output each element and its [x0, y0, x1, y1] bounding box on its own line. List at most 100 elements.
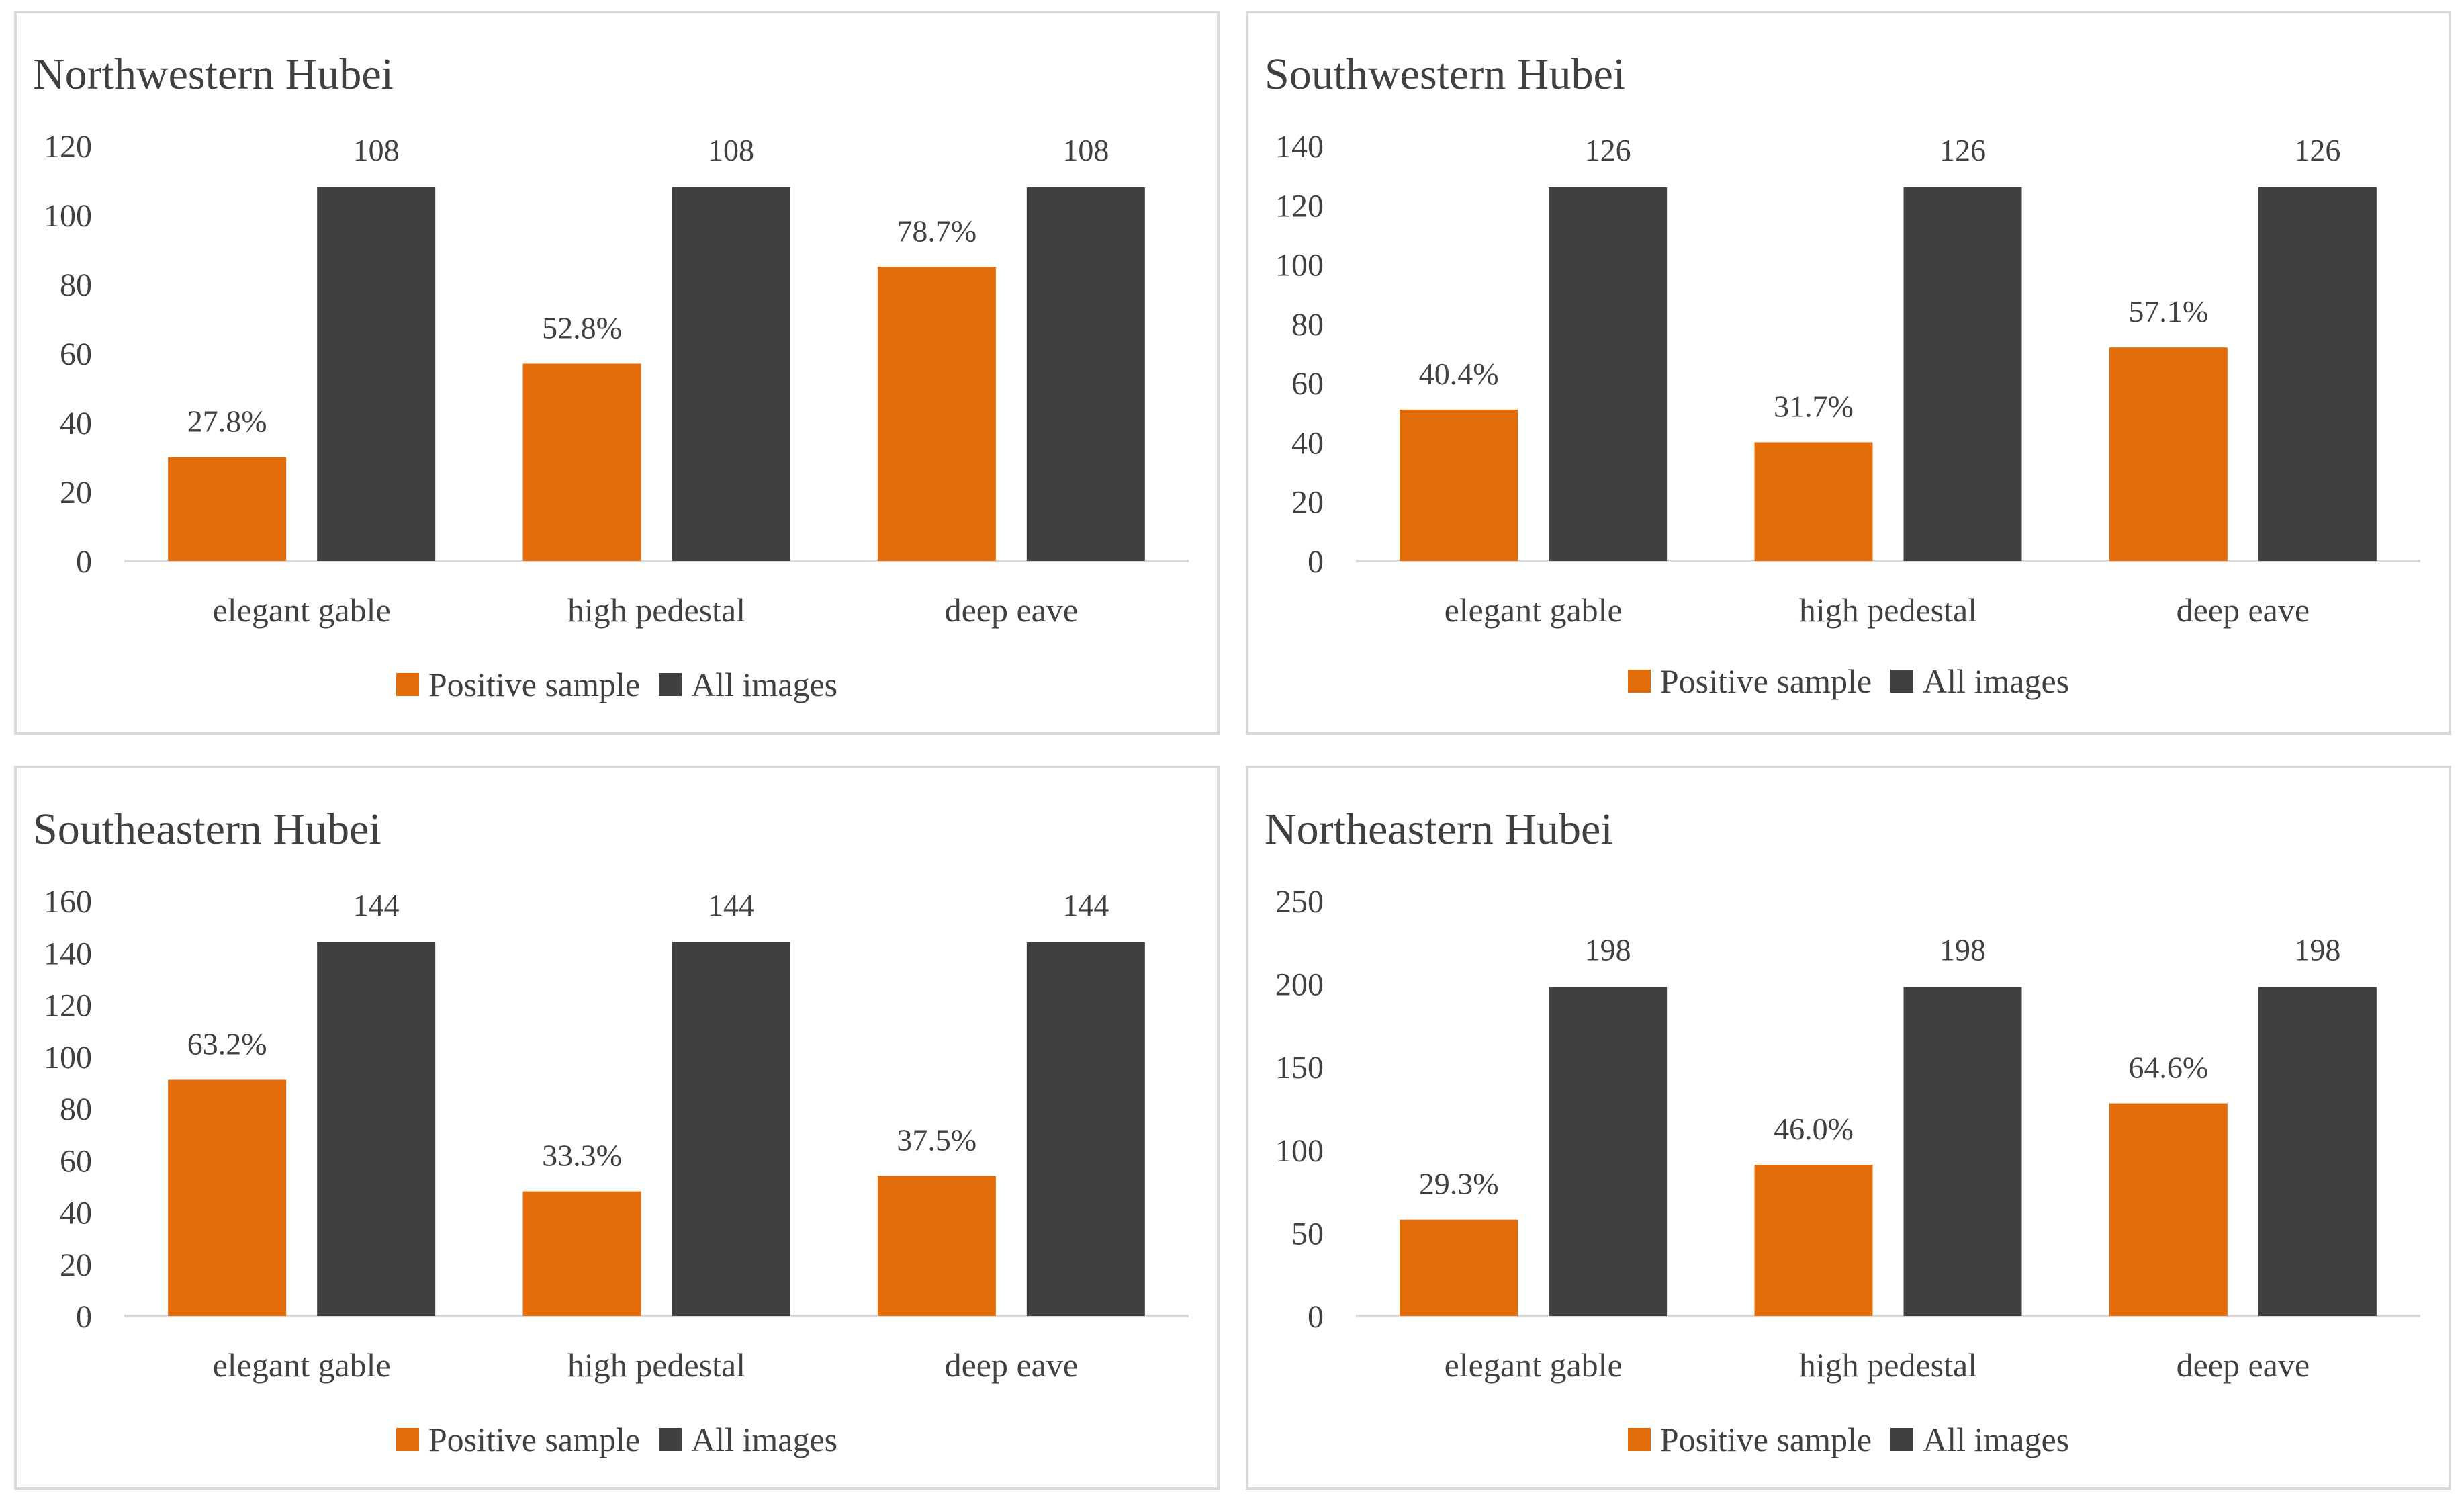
data-label-all: 144 — [708, 888, 754, 922]
bar-all-images — [672, 187, 790, 561]
data-label-all: 198 — [2294, 933, 2340, 967]
legend-label-positive: Positive sample — [428, 1421, 641, 1458]
data-label-positive: 63.2% — [187, 1027, 267, 1061]
bar-all-images — [2258, 987, 2377, 1316]
chart-panel-northeastern: Northeastern Hubei 0 50 100 150 200 250 29.3% 19… — [1246, 766, 2451, 1490]
data-label-positive: 64.6% — [2128, 1051, 2208, 1085]
y-tick-label: 40 — [60, 1196, 92, 1231]
legend-item-positive: Positive sample — [396, 665, 640, 704]
y-tick-label: 200 — [1275, 967, 1324, 1003]
bar-all-images — [1903, 187, 2022, 561]
data-label-positive: 46.0% — [1774, 1112, 1854, 1146]
legend-swatch-all — [1890, 1428, 1914, 1451]
y-tick-label: 120 — [1275, 188, 1324, 224]
y-tick-label: 20 — [60, 475, 92, 511]
data-label-all: 126 — [1585, 133, 1631, 167]
bar-all-images — [1026, 942, 1145, 1316]
x-category-label: deep eave — [2177, 1346, 2310, 1384]
data-label-positive: 33.3% — [542, 1139, 622, 1173]
x-category-label: high pedestal — [1799, 1346, 1977, 1384]
chart-panel-southwestern: Southwestern Hubei 0 20 40 60 80 100 120 140 40.4… — [1246, 11, 2451, 735]
chart-panel-southeastern: Southeastern Hubei 0 20 40 60 80 100 120 140 160 6… — [14, 766, 1220, 1490]
legend: Positive sample All images — [17, 665, 1217, 704]
y-tick-label: 120 — [44, 988, 92, 1024]
legend-label-all: All images — [1923, 662, 2070, 700]
y-tick-label: 100 — [1275, 1133, 1324, 1169]
data-label-positive: 57.1% — [2128, 294, 2208, 328]
chart-title: Northwestern Hubei — [33, 50, 394, 99]
data-label-positive: 29.3% — [1419, 1167, 1499, 1201]
y-tick-label: 20 — [1291, 485, 1324, 521]
legend-item-all: All images — [1890, 1420, 2069, 1459]
data-label-positive: 40.4% — [1419, 357, 1499, 391]
x-category-label: high pedestal — [1799, 591, 1977, 629]
chart-southwestern: Southwestern Hubei 0 20 40 60 80 100 120 140 40.4… — [1265, 50, 2420, 629]
chart-southeastern: Southeastern Hubei 0 20 40 60 80 100 120 140 160 6… — [33, 805, 1189, 1384]
legend-swatch-positive — [1627, 1428, 1651, 1451]
legend-swatch-positive — [1627, 670, 1651, 693]
chart-northeastern: Northeastern Hubei 0 50 100 150 200 250 29.3% 19… — [1265, 805, 2420, 1384]
legend-item-positive: Positive sample — [1627, 662, 1872, 701]
bar-all-images — [1903, 987, 2022, 1316]
data-label-all: 126 — [1940, 133, 1986, 167]
y-tick-label: 80 — [60, 267, 92, 303]
y-tick-label: 40 — [60, 406, 92, 441]
bar-positive-sample — [2109, 1103, 2228, 1316]
y-tick-label: 150 — [1275, 1050, 1324, 1086]
bar-positive-sample — [1400, 409, 1518, 561]
data-label-all: 108 — [353, 133, 400, 167]
data-label-all: 108 — [708, 133, 754, 167]
data-label-all: 126 — [2294, 133, 2340, 167]
y-tick-label: 80 — [60, 1092, 92, 1127]
x-category-label: high pedestal — [567, 1346, 745, 1384]
legend-item-all: All images — [1890, 662, 2069, 701]
y-tick-label: 100 — [44, 1040, 92, 1075]
chart-northwestern: Northwestern Hubei 0 20 40 60 80 100 120 27.8% 10… — [33, 50, 1189, 629]
legend-swatch-positive — [396, 673, 419, 696]
data-label-positive: 78.7% — [897, 214, 976, 248]
data-label-positive: 27.8% — [187, 404, 267, 439]
legend-label-all: All images — [691, 666, 838, 703]
bar-all-images — [672, 942, 790, 1316]
y-tick-label: 0 — [76, 1299, 92, 1335]
legend-item-all: All images — [659, 665, 837, 704]
y-tick-label: 60 — [1291, 366, 1324, 402]
data-label-positive: 31.7% — [1774, 389, 1854, 423]
y-tick-label: 140 — [44, 936, 92, 971]
y-tick-label: 0 — [1308, 1299, 1324, 1335]
chart-panel-northwestern: Northwestern Hubei 0 20 40 60 80 100 120 27.8% 10… — [14, 11, 1220, 735]
y-tick-label: 250 — [1275, 884, 1324, 920]
data-label-positive: 52.8% — [542, 310, 622, 345]
bar-positive-sample — [168, 457, 287, 561]
y-tick-label: 20 — [60, 1247, 92, 1283]
y-tick-label: 160 — [44, 884, 92, 920]
x-category-label: deep eave — [2177, 591, 2310, 629]
bar-positive-sample — [877, 1176, 996, 1316]
bar-positive-sample — [522, 1191, 641, 1316]
bar-positive-sample — [877, 267, 996, 561]
x-category-label: deep eave — [945, 591, 1078, 629]
legend-item-positive: Positive sample — [1627, 1420, 1872, 1459]
y-tick-label: 50 — [1291, 1216, 1324, 1251]
bar-all-images — [2258, 187, 2377, 561]
legend-swatch-positive — [396, 1428, 419, 1451]
x-category-label: elegant gable — [213, 591, 391, 629]
y-tick-label: 100 — [44, 198, 92, 234]
bar-all-images — [317, 942, 436, 1316]
y-tick-label: 0 — [76, 544, 92, 580]
bar-positive-sample — [1754, 442, 1873, 561]
bar-all-images — [317, 187, 436, 561]
bar-positive-sample — [1400, 1219, 1518, 1316]
legend-label-all: All images — [691, 1421, 838, 1458]
y-tick-label: 80 — [1291, 307, 1324, 343]
y-tick-label: 60 — [60, 337, 92, 372]
legend-label-all: All images — [1923, 1421, 2070, 1458]
bar-all-images — [1549, 187, 1668, 561]
bar-positive-sample — [522, 363, 641, 561]
chart-title: Southwestern Hubei — [1265, 50, 1625, 99]
bar-positive-sample — [168, 1079, 287, 1316]
bar-all-images — [1026, 187, 1145, 561]
x-category-label: high pedestal — [567, 591, 745, 629]
legend-label-positive: Positive sample — [1659, 662, 1872, 700]
bar-all-images — [1549, 987, 1668, 1316]
